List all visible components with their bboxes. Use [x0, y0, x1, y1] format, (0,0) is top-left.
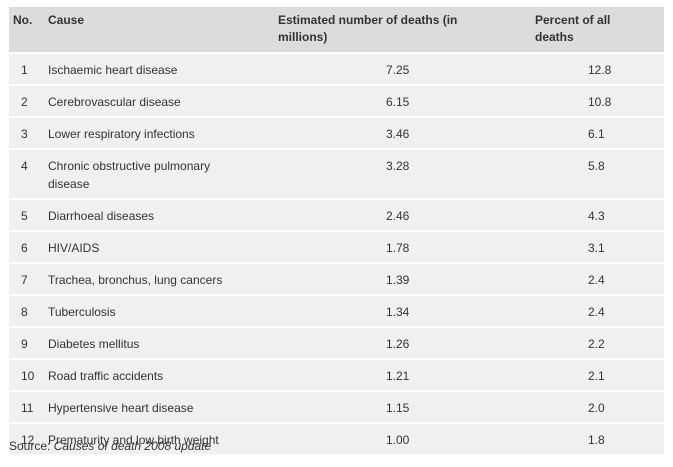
row-percent: 1.8: [531, 422, 664, 454]
table-row: 1 Ischaemic heart disease 7.25 12.8: [9, 52, 664, 85]
table-row: 2 Cerebrovascular disease 6.15 10.8: [9, 84, 664, 117]
table-row: 7 Trachea, bronchus, lung cancers 1.39 2…: [9, 262, 664, 295]
deaths-table-container: No. Cause Estimated number of deaths (in…: [9, 7, 664, 454]
row-cause-line1: Chronic obstructive pulmonary: [48, 159, 211, 173]
header-percent-line1: Percent of all: [535, 13, 611, 27]
row-percent: 10.8: [531, 84, 664, 117]
row-deaths: 1.26: [274, 326, 531, 359]
row-cause: Chronic obstructive pulmonary disease: [44, 148, 274, 199]
row-deaths: 1.00: [274, 422, 531, 454]
row-no: 1: [9, 52, 44, 85]
row-deaths: 1.39: [274, 262, 531, 295]
row-cause: Road traffic accidents: [44, 358, 274, 391]
row-no: 12: [9, 422, 44, 454]
row-percent: 2.1: [531, 358, 664, 391]
row-percent: 12.8: [531, 52, 664, 85]
source-note: Source: Causes of death 2008 update: [9, 438, 211, 454]
row-no: 7: [9, 262, 44, 295]
row-percent: 6.1: [531, 116, 664, 149]
row-percent: 2.0: [531, 390, 664, 423]
header-no: No.: [9, 7, 44, 53]
row-deaths: 1.21: [274, 358, 531, 391]
row-no: 6: [9, 230, 44, 263]
header-estimated-deaths-line1: Estimated number of deaths (in: [278, 13, 458, 27]
table-row: 5 Diarrhoeal diseases 2.46 4.3: [9, 198, 664, 231]
row-no: 8: [9, 294, 44, 327]
row-deaths: 7.25: [274, 52, 531, 85]
source-title: Causes of death 2008 update: [53, 439, 212, 453]
row-percent: 3.1: [531, 230, 664, 263]
row-deaths: 1.15: [274, 390, 531, 423]
header-percent-line2: deaths: [535, 30, 574, 44]
table-row: 8 Tuberculosis 1.34 2.4: [9, 294, 664, 327]
source-label: Source:: [9, 439, 54, 453]
row-percent: 5.8: [531, 148, 664, 199]
row-cause: Hypertensive heart disease: [44, 390, 274, 423]
table-row: 12 Prematurity and low birth weight 1.00…: [9, 422, 664, 454]
row-cause: Cerebrovascular disease: [44, 84, 274, 117]
row-cause: Prematurity and low birth weight: [44, 422, 274, 454]
table-row: 11 Hypertensive heart disease 1.15 2.0: [9, 390, 664, 423]
table-header-row: No. Cause Estimated number of deaths (in…: [9, 7, 664, 53]
row-cause: Tuberculosis: [44, 294, 274, 327]
row-no: 5: [9, 198, 44, 231]
row-deaths: 6.15: [274, 84, 531, 117]
row-deaths: 1.78: [274, 230, 531, 263]
causes-of-death-table: No. Cause Estimated number of deaths (in…: [9, 7, 664, 454]
header-estimated-deaths: Estimated number of deaths (in millions): [274, 7, 531, 53]
row-deaths: 3.28: [274, 148, 531, 199]
header-cause: Cause: [44, 7, 274, 53]
row-percent: 2.2: [531, 326, 664, 359]
row-no: 4: [9, 148, 44, 199]
row-deaths: 2.46: [274, 198, 531, 231]
row-no: 9: [9, 326, 44, 359]
row-cause: HIV/AIDS: [44, 230, 274, 263]
row-no: 10: [9, 358, 44, 391]
header-percent: Percent of all deaths: [531, 7, 664, 53]
row-cause: Trachea, bronchus, lung cancers: [44, 262, 274, 295]
header-estimated-deaths-line2: millions): [278, 30, 328, 44]
table-row: 6 HIV/AIDS 1.78 3.1: [9, 230, 664, 263]
row-deaths: 1.34: [274, 294, 531, 327]
table-row: 4 Chronic obstructive pulmonary disease 3…: [9, 148, 664, 199]
row-cause: Diarrhoeal diseases: [44, 198, 274, 231]
row-cause: Lower respiratory infections: [44, 116, 274, 149]
row-percent: 4.3: [531, 198, 664, 231]
table-row: 3 Lower respiratory infections 3.46 6.1: [9, 116, 664, 149]
row-percent: 2.4: [531, 262, 664, 295]
row-cause: Diabetes mellitus: [44, 326, 274, 359]
row-cause-line2: disease: [48, 177, 90, 191]
table-row: 10 Road traffic accidents 1.21 2.1: [9, 358, 664, 391]
table-row: 9 Diabetes mellitus 1.26 2.2: [9, 326, 664, 359]
row-no: 11: [9, 390, 44, 423]
row-no: 2: [9, 84, 44, 117]
row-no: 3: [9, 116, 44, 149]
row-deaths: 3.46: [274, 116, 531, 149]
row-percent: 2.4: [531, 294, 664, 327]
row-cause: Ischaemic heart disease: [44, 52, 274, 85]
